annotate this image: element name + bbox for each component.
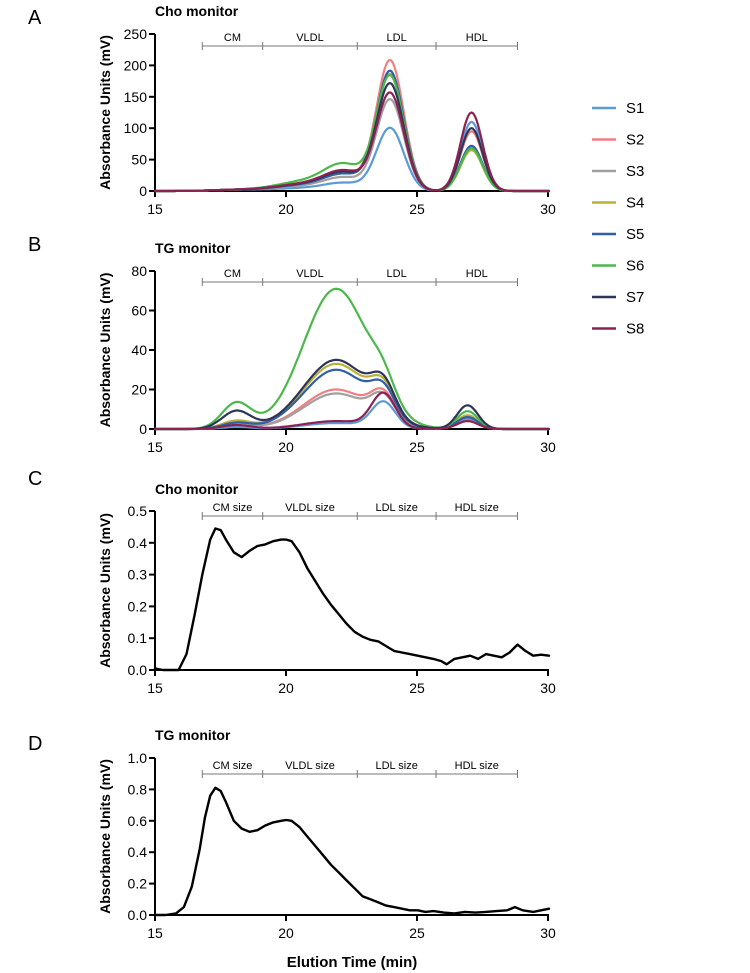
chart-title: TG monitor	[155, 727, 231, 743]
fraction-label: VLDL	[296, 32, 324, 44]
y-tick-label: 0.3	[128, 567, 148, 583]
y-tick-label: 60	[131, 303, 147, 319]
y-tick-label: 0.5	[128, 503, 148, 519]
x-tick-label: 25	[409, 925, 425, 941]
fraction-label: VLDL	[296, 268, 324, 280]
fraction-label: HDL	[466, 268, 488, 280]
legend-label: S4	[626, 195, 644, 212]
series-line-s8	[153, 91, 551, 193]
y-tick-label: 150	[124, 89, 148, 105]
y-tick-label: 0.8	[128, 781, 148, 797]
series-line-size	[153, 786, 551, 917]
panel-letter: D	[28, 733, 42, 755]
y-tick-label: 0	[139, 421, 147, 437]
panel-letter: A	[28, 7, 42, 29]
y-tick-label: 0.0	[128, 907, 148, 923]
fraction-label: LDL size	[375, 760, 417, 772]
x-tick-label: 15	[147, 925, 163, 941]
series-line-s1	[153, 400, 551, 431]
x-tick-label: 30	[540, 925, 556, 941]
fraction-label: HDL size	[455, 760, 499, 772]
x-tick-label: 20	[278, 201, 294, 217]
chart-title: Cho monitor	[155, 3, 239, 19]
y-axis-label: Absorbance Units (mV)	[97, 273, 113, 428]
y-tick-label: 80	[131, 263, 147, 279]
fraction-label: LDL	[387, 268, 407, 280]
legend-label: S7	[626, 289, 644, 306]
x-axis-label: Elution Time (min)	[287, 954, 418, 971]
x-tick-label: 20	[278, 439, 294, 455]
x-tick-label: 20	[278, 680, 294, 696]
y-tick-label: 50	[131, 152, 147, 168]
x-tick-label: 20	[278, 925, 294, 941]
y-tick-label: 0.2	[128, 598, 148, 614]
legend-label: S5	[626, 226, 644, 243]
x-tick-label: 30	[540, 439, 556, 455]
series-line-s5	[153, 368, 551, 431]
chart-title: TG monitor	[155, 240, 231, 256]
x-tick-label: 25	[409, 201, 425, 217]
y-axis-label: Absorbance Units (mV)	[97, 513, 113, 668]
legend-label: S1	[626, 100, 644, 117]
legend-label: S8	[626, 321, 644, 338]
y-tick-label: 1.0	[128, 750, 148, 766]
fraction-label: CM	[224, 32, 241, 44]
series-line-s8	[153, 391, 551, 431]
fraction-label: CM size	[213, 502, 253, 514]
fraction-label: LDL size	[375, 502, 417, 514]
fraction-label: VLDL size	[285, 760, 335, 772]
x-tick-label: 15	[147, 439, 163, 455]
series-line-size	[153, 527, 551, 672]
x-tick-label: 25	[409, 680, 425, 696]
series-line-s7	[153, 82, 551, 193]
fraction-label: CM	[224, 268, 241, 280]
y-axis-label: Absorbance Units (mV)	[97, 759, 113, 914]
y-tick-label: 0.2	[128, 876, 148, 892]
legend-label: S6	[626, 258, 644, 275]
x-tick-label: 25	[409, 439, 425, 455]
fraction-label: HDL size	[455, 502, 499, 514]
y-tick-label: 20	[131, 382, 147, 398]
x-tick-label: 15	[147, 680, 163, 696]
series-line-s6	[153, 287, 551, 431]
y-tick-label: 100	[124, 120, 148, 136]
y-tick-label: 0.4	[128, 535, 148, 551]
y-tick-label: 200	[124, 57, 148, 73]
legend-label: S2	[626, 132, 644, 149]
y-tick-label: 0.0	[128, 662, 148, 678]
fraction-label: LDL	[387, 32, 407, 44]
x-tick-label: 30	[540, 201, 556, 217]
series-line-s7	[153, 358, 551, 431]
fraction-label: CM size	[213, 760, 253, 772]
y-tick-label: 250	[124, 26, 148, 42]
y-tick-label: 0.4	[128, 844, 148, 860]
y-tick-label: 40	[131, 342, 147, 358]
y-axis-label: Absorbance Units (mV)	[97, 35, 113, 190]
chart-title: Cho monitor	[155, 481, 239, 497]
x-tick-label: 30	[540, 680, 556, 696]
y-tick-label: 0	[139, 183, 147, 199]
y-tick-label: 0.6	[128, 813, 148, 829]
panel-letter: B	[28, 234, 41, 256]
x-tick-label: 15	[147, 201, 163, 217]
legend-label: S3	[626, 163, 644, 180]
fraction-label: HDL	[466, 32, 488, 44]
y-tick-label: 0.1	[128, 630, 148, 646]
panel-letter: C	[28, 468, 42, 490]
fraction-label: VLDL size	[285, 502, 335, 514]
